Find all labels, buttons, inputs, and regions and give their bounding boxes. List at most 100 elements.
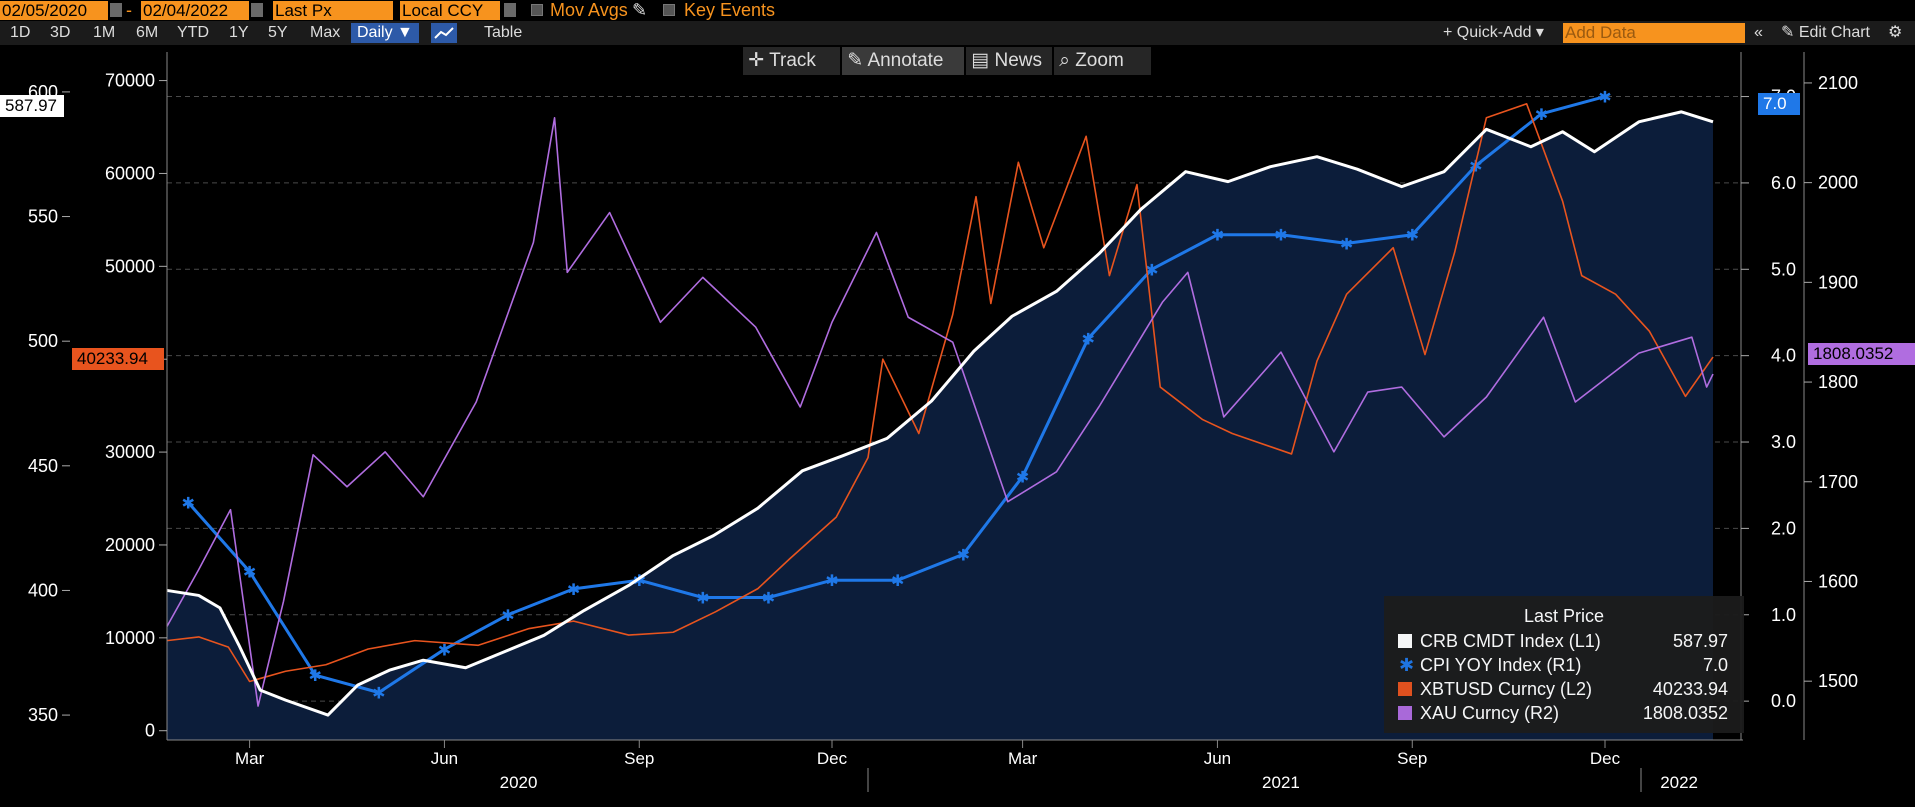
legend-name: CPI YOY Index (R1) (1420, 655, 1582, 675)
period-1m[interactable]: 1M (93, 24, 116, 41)
x-tick-label: Dec (1590, 749, 1621, 768)
quick-add-button[interactable]: + Quick-Add ▾ (1443, 24, 1544, 41)
legend-value: 1808.0352 (1642, 703, 1728, 723)
gear-icon[interactable]: ⚙ (1888, 24, 1903, 41)
legend-swatch (1398, 634, 1412, 648)
cpi-point-marker: ✱ (1082, 329, 1095, 348)
r1-tick-label: 3.0 (1771, 432, 1796, 452)
table-button[interactable]: Table (484, 24, 523, 41)
l1-tick-label: 500 (28, 331, 58, 351)
start-date-field[interactable]: 02/05/2020 (0, 1, 108, 20)
legend-item-cpi: ✱ CPI YOY Index (R1) 7.0 (1398, 654, 1738, 676)
x-tick-label: Sep (624, 749, 654, 768)
collapse-icon[interactable]: « (1754, 24, 1763, 41)
cpi-point-marker: ✱ (1274, 226, 1287, 245)
key-events-checkbox[interactable] (663, 4, 675, 16)
r2-tick-label: 2000 (1818, 173, 1858, 193)
x-tick-label: Jun (431, 749, 458, 768)
field-dropdown[interactable]: Last Px (273, 1, 393, 20)
dropdown-arrow-icon[interactable] (504, 3, 516, 17)
legend-name: XAU Curncy (R2) (1420, 703, 1560, 723)
x-tick-label: Jun (1204, 749, 1231, 768)
legend-value: 40233.94 (1652, 679, 1728, 699)
period-1y[interactable]: 1Y (229, 24, 249, 41)
calendar-icon[interactable] (251, 3, 263, 17)
add-data-input[interactable]: Add Data (1563, 23, 1745, 43)
legend-name: CRB CMDT Index (L1) (1420, 631, 1601, 651)
track-tool[interactable]: ✛ Track (743, 47, 840, 75)
period-max[interactable]: Max (310, 24, 341, 41)
x-tick-label: Sep (1397, 749, 1427, 768)
period-3d[interactable]: 3D (50, 24, 71, 41)
cpi-point-marker: ✱ (1535, 105, 1548, 124)
r1-tick-label: 5.0 (1771, 259, 1796, 279)
news-tool[interactable]: ▤ News (966, 47, 1052, 75)
zoom-label: Zoom (1075, 50, 1124, 71)
legend-swatch (1398, 682, 1412, 696)
x-tick-label: Mar (1008, 749, 1038, 768)
year-label: 2020 (500, 773, 538, 792)
r2-tick-label: 1800 (1818, 372, 1858, 392)
r2-tick-label: 1600 (1818, 571, 1858, 591)
period-6m[interactable]: 6M (136, 24, 159, 41)
period-ytd[interactable]: YTD (177, 24, 209, 41)
legend-swatch (1398, 706, 1412, 720)
period-5y[interactable]: 5Y (268, 24, 288, 41)
r2-tick-label: 1700 (1818, 472, 1858, 492)
edit-chart-label: Edit Chart (1798, 24, 1870, 41)
cpi-point-marker: ✱ (1598, 88, 1611, 107)
mov-avgs-checkbox[interactable] (531, 4, 543, 16)
line-chart-icon[interactable] (431, 23, 457, 43)
legend-item-xbt: XBTUSD Curncy (L2) 40233.94 (1398, 678, 1738, 700)
chart-legend: Last Price CRB CMDT Index (L1) 587.97 ✱ … (1384, 596, 1744, 733)
l1-tick-label: 550 (28, 207, 58, 227)
cpi-point-marker: ✱ (309, 666, 322, 685)
key-events-label[interactable]: Key Events (684, 0, 776, 20)
annotate-tool[interactable]: ✎ Annotate (842, 47, 964, 75)
l2-tick-label: 30000 (105, 442, 155, 462)
legend-item-crb: CRB CMDT Index (L1) 587.97 (1398, 630, 1738, 652)
series-layer: ✱ ✱ ✱ ✱ ✱ ✱ ✱ ✱ ✱ ✱ ✱ ✱ ✱ ✱ ✱ ✱ ✱ ✱ ✱ ✱ ✱ ✱ ✱ (166, 88, 1714, 717)
series-line-1 (187, 95, 1606, 694)
crb-last-flag: 587.97 (0, 95, 64, 117)
cpi-point-marker: ✱ (1016, 468, 1029, 487)
currency-dropdown[interactable]: Local CCY (400, 1, 500, 20)
l2-tick-label: 0 (145, 721, 155, 741)
year-label: 2022 (1660, 773, 1698, 792)
xbt-last-flag: 40233.94 (72, 348, 164, 370)
zoom-tool[interactable]: ⌕ Zoom (1054, 47, 1151, 75)
mov-avgs-label[interactable]: Mov Avgs (550, 0, 628, 20)
pencil-icon[interactable]: ✎ (632, 0, 648, 20)
cpi-last-flag: 7.0 (1758, 93, 1800, 115)
cpi-point-marker: ✱ (1406, 226, 1419, 245)
r1-tick-label: 4.0 (1771, 346, 1796, 366)
legend-star-icon: ✱ (1399, 655, 1415, 675)
cpi-point-marker: ✱ (891, 571, 904, 590)
cpi-point-marker: ✱ (1211, 226, 1224, 245)
l2-tick-label: 70000 (105, 71, 155, 91)
r2-tick-label: 1900 (1818, 272, 1858, 292)
news-label: News (994, 50, 1043, 71)
crb-area-fill (167, 111, 1713, 740)
l1-tick-label: 450 (28, 456, 58, 476)
r2-tick-label: 2100 (1818, 73, 1858, 93)
end-date-field[interactable]: 02/04/2022 (141, 1, 249, 20)
year-label: 2021 (1262, 773, 1300, 792)
legend-name: XBTUSD Curncy (L2) (1420, 679, 1593, 699)
frequency-dropdown[interactable]: Daily ▼ (351, 23, 419, 43)
calendar-icon[interactable] (110, 3, 122, 17)
x-tick-label: Mar (235, 749, 265, 768)
cpi-point-marker: ✱ (438, 640, 451, 659)
period-1d[interactable]: 1D (10, 24, 31, 41)
r1-tick-label: 2.0 (1771, 518, 1796, 538)
l2-tick-label: 50000 (105, 256, 155, 276)
r1-tick-label: 0.0 (1771, 691, 1796, 711)
cpi-point-marker: ✱ (372, 683, 385, 702)
r1-tick-label: 6.0 (1771, 173, 1796, 193)
cpi-point-marker: ✱ (957, 545, 970, 564)
edit-chart-button[interactable]: ✎ Edit Chart (1781, 24, 1870, 41)
cpi-point-marker: ✱ (1469, 157, 1482, 176)
xau-last-flag: 1808.0352 (1808, 343, 1915, 365)
cpi-point-marker: ✱ (1340, 234, 1353, 253)
period-toolbar: 1D 3D 1M 6M YTD 1Y 5Y Max Daily ▼ Table … (0, 21, 1915, 45)
